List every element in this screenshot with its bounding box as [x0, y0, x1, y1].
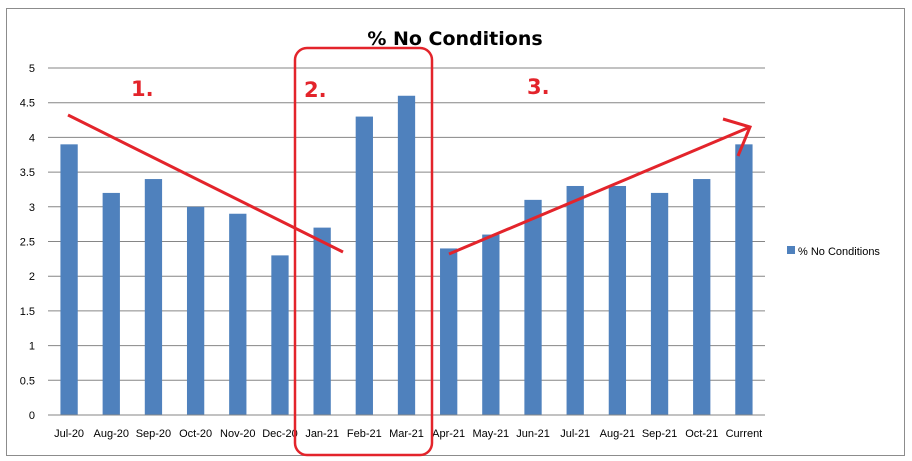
y-tick-label: 4.5	[20, 98, 35, 110]
x-tick-label: Sep-21	[642, 428, 677, 440]
bar	[271, 255, 289, 415]
y-axis-ticks: 0 0.5 1 1.5 2 2.5 3 3.5 4 4.5 5	[20, 63, 35, 422]
annotation-label-1: 1.	[131, 77, 154, 101]
bar	[608, 185, 627, 415]
annotations: 1. 2. 3.	[67, 46, 753, 457]
bar	[313, 227, 331, 415]
bar	[144, 179, 163, 415]
y-tick-label: 2	[29, 271, 35, 283]
y-tick-label: 3	[29, 202, 35, 214]
bar	[102, 192, 120, 415]
chart-title: % No Conditions	[367, 28, 542, 50]
bar	[735, 144, 753, 415]
x-tick-label: Feb-21	[347, 428, 382, 440]
bar	[397, 95, 416, 415]
x-tick-label: Jul-21	[560, 428, 590, 440]
x-axis-ticks: Jul-20 Aug-20 Sep-20 Oct-20 Nov-20 Dec-20 Jan-…	[54, 428, 762, 440]
x-tick-label: Current	[726, 428, 763, 440]
annotation-label-3: 3.	[527, 75, 550, 99]
y-tick-label: 2.5	[20, 237, 35, 249]
x-tick-label: Sep-20	[136, 428, 171, 440]
y-tick-label: 1	[29, 341, 35, 353]
y-tick-label: 0	[29, 410, 35, 422]
legend-label: % No Conditions	[798, 246, 880, 258]
bar	[566, 185, 584, 415]
bar	[482, 234, 500, 415]
x-tick-label: Oct-21	[685, 428, 718, 440]
y-tick-label: 5	[29, 63, 35, 75]
arrow-head	[722, 117, 753, 157]
bar	[693, 179, 711, 415]
x-tick-label: Jun-21	[516, 428, 550, 440]
trend-arrow-up	[448, 125, 751, 256]
y-tick-label: 0.5	[20, 375, 35, 387]
bar	[229, 213, 247, 415]
x-tick-label: Nov-20	[220, 428, 255, 440]
legend-swatch	[787, 246, 795, 254]
bar	[60, 144, 78, 415]
x-tick-label: Jan-21	[305, 428, 339, 440]
x-tick-label: Oct-20	[179, 428, 212, 440]
x-tick-label: Dec-20	[262, 428, 297, 440]
highlight-box	[293, 46, 434, 457]
y-tick-label: 4	[29, 132, 35, 144]
trend-arrow-down	[67, 113, 344, 254]
x-tick-label: Aug-21	[600, 428, 635, 440]
bar	[440, 248, 458, 415]
y-tick-label: 3.5	[20, 167, 35, 179]
x-tick-label: Aug-20	[94, 428, 129, 440]
x-tick-label: Jul-20	[54, 428, 84, 440]
bar	[650, 192, 669, 415]
y-tick-label: 1.5	[20, 306, 35, 318]
bar	[186, 206, 205, 415]
x-tick-label: Apr-21	[432, 428, 465, 440]
bars	[60, 95, 753, 415]
x-tick-label: May-21	[473, 428, 510, 440]
legend: % No Conditions	[787, 246, 880, 258]
x-tick-label: Mar-21	[389, 428, 424, 440]
bar	[355, 116, 373, 415]
bar	[524, 199, 542, 415]
annotation-label-2: 2.	[304, 78, 327, 102]
